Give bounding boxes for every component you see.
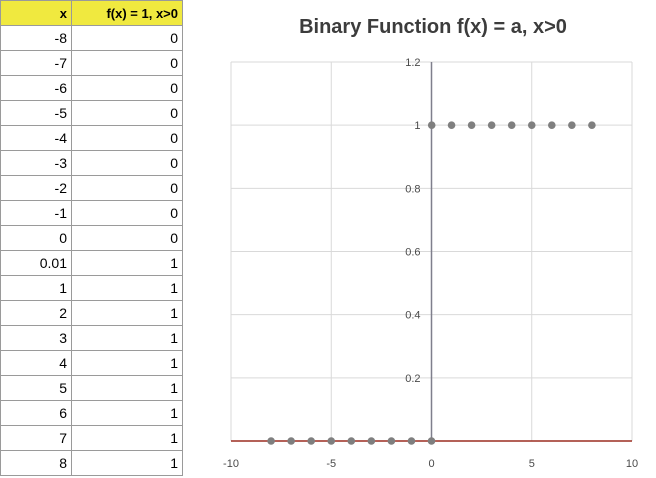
cell-fx[interactable]: 1	[71, 425, 183, 451]
cell-x[interactable]: -1	[0, 200, 72, 226]
table-row: -6 0	[0, 75, 183, 101]
cell-fx[interactable]: 0	[71, 100, 183, 126]
cell-fx[interactable]: 0	[71, 175, 183, 201]
y-tick-label: 1	[414, 120, 420, 132]
cell-x[interactable]: -7	[0, 50, 72, 76]
data-point	[287, 437, 295, 445]
cell-fx[interactable]: 1	[71, 450, 183, 476]
cell-fx[interactable]: 0	[71, 150, 183, 176]
table-row: -5 0	[0, 100, 183, 126]
data-point	[548, 121, 556, 129]
table-row: -4 0	[0, 125, 183, 151]
y-tick-label: 0.8	[405, 183, 420, 195]
table-row: -1 0	[0, 200, 183, 226]
cell-fx[interactable]: 0	[71, 75, 183, 101]
cell-x[interactable]: 8	[0, 450, 72, 476]
cell-fx[interactable]: 1	[71, 275, 183, 301]
cell-x[interactable]: 1	[0, 275, 72, 301]
cell-x[interactable]: -2	[0, 175, 72, 201]
cell-x[interactable]: -5	[0, 100, 72, 126]
table-header-row: x f(x) = 1, x>0	[0, 0, 183, 26]
cell-fx[interactable]: 0	[71, 50, 183, 76]
cell-fx[interactable]: 0	[71, 200, 183, 226]
cell-x[interactable]: -4	[0, 125, 72, 151]
cell-fx[interactable]: 1	[71, 300, 183, 326]
cell-fx[interactable]: 0	[71, 25, 183, 51]
chart-title: Binary Function f(x) = a, x>0	[299, 16, 567, 38]
data-point	[447, 121, 456, 129]
cell-fx[interactable]: 1	[71, 325, 183, 351]
data-point	[467, 121, 476, 129]
data-point	[427, 121, 436, 129]
data-point	[588, 121, 596, 129]
data-point	[487, 121, 496, 129]
cell-x[interactable]: 0	[0, 225, 72, 251]
x-tick-label: -5	[326, 458, 336, 470]
x-tick-label: -10	[223, 458, 239, 470]
cell-x[interactable]: 7	[0, 425, 72, 451]
y-tick-label: 0.6	[405, 247, 420, 259]
chart: Binary Function f(x) = a, x>0 -10 -5 0 5 10 0…	[223, 16, 638, 470]
cell-x[interactable]: 5	[0, 375, 72, 401]
tick-labels: -10 -5 0 5 10 0.2 0.4 0.6 0.8 1 1.2	[223, 57, 638, 470]
cell-x[interactable]: 4	[0, 350, 72, 376]
y-tick-label: 0.4	[405, 310, 420, 322]
cell-fx[interactable]: 1	[71, 375, 183, 401]
data-points	[267, 121, 596, 445]
data-point	[407, 437, 416, 445]
table-row: -8 0	[0, 25, 183, 51]
data-point	[347, 437, 356, 445]
y-tick-label: 1.2	[405, 57, 420, 69]
cell-fx[interactable]: 1	[71, 250, 183, 276]
data-point	[427, 437, 436, 445]
cell-fx[interactable]: 0	[71, 225, 183, 251]
data-point	[307, 437, 315, 445]
cell-fx[interactable]: 1	[71, 350, 183, 376]
cell-x[interactable]: 2	[0, 300, 72, 326]
data-point	[387, 437, 396, 445]
cell-fx[interactable]: 0	[71, 125, 183, 151]
table-row: 0.01 1	[0, 250, 183, 276]
cell-x[interactable]: -3	[0, 150, 72, 176]
x-tick-label: 10	[626, 458, 638, 470]
cell-x[interactable]: 3	[0, 325, 72, 351]
x-tick-label: 0	[428, 458, 434, 470]
data-point	[367, 437, 376, 445]
cell-x[interactable]: -6	[0, 75, 72, 101]
data-point	[527, 121, 536, 129]
header-fx[interactable]: f(x) = 1, x>0	[71, 0, 183, 26]
data-point	[267, 437, 275, 445]
table-row: -7 0	[0, 50, 183, 76]
data-point	[568, 121, 576, 129]
cell-x[interactable]: -8	[0, 25, 72, 51]
table-row: -2 0	[0, 175, 183, 201]
table-row: -3 0	[0, 150, 183, 176]
data-table: x f(x) = 1, x>0 -8 0 -7 0 -6 0 -5 0 -4 0 -3 0 -2 0 -1 0…	[0, 0, 183, 476]
cell-x[interactable]: 0.01	[0, 250, 72, 276]
data-point	[507, 121, 516, 129]
cell-x[interactable]: 6	[0, 400, 72, 426]
y-tick-label: 0.2	[405, 373, 420, 385]
x-tick-label: 5	[529, 458, 535, 470]
cell-fx[interactable]: 1	[71, 400, 183, 426]
header-x[interactable]: x	[0, 0, 72, 26]
data-point	[327, 437, 336, 445]
